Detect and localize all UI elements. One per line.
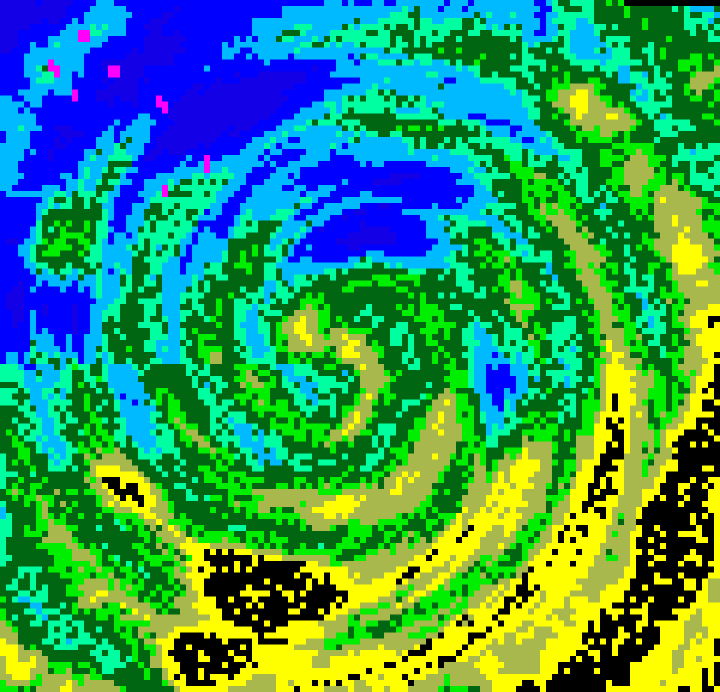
raster-map-viewport: Pixelated false-colour classification ra… xyxy=(0,0,720,692)
classification-raster-canvas xyxy=(0,0,720,692)
